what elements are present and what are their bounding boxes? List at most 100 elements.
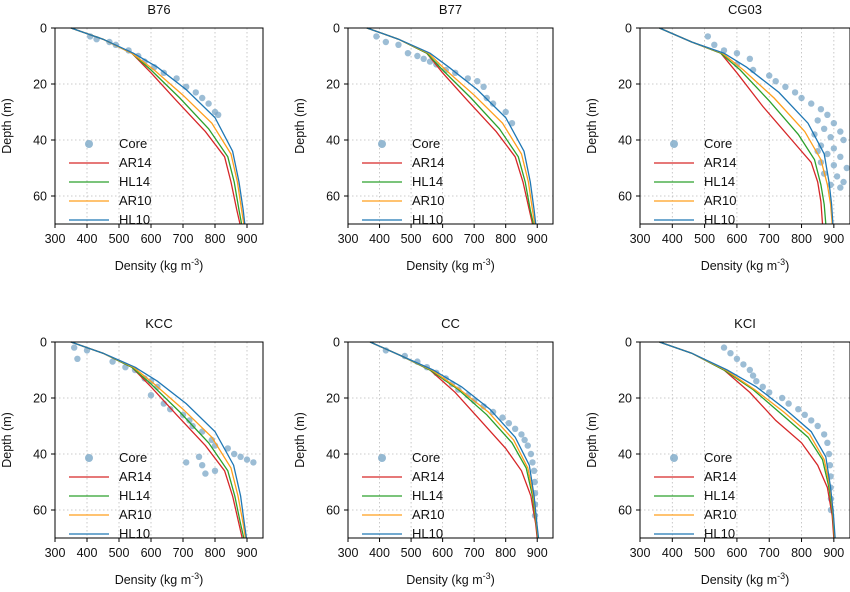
y-tick-label: 20 [618,78,632,92]
legend: Core AR14 HL14 AR10 HL10 [362,136,445,227]
core-point [824,439,831,446]
series-line-hl10 [70,341,248,539]
legend-core-marker [85,140,93,148]
plot-frame [347,27,554,225]
x-axis-label: Density (kg m-3) [406,571,495,587]
core-point [489,100,497,107]
series-line-hl10 [70,27,246,225]
panel-cg03: 300 400 500 600 700 800 900 0 20 40 60 CG03 Depth (m… [585,2,850,273]
x-tick-label: 500 [109,232,130,246]
chart-title: B76 [147,2,170,17]
x-tick-label: 600 [432,232,453,246]
series-line-hl10 [659,341,836,539]
x-axis-label-sup: -3 [191,257,199,267]
core-point [195,453,203,460]
x-axis-label-end: ) [199,259,203,273]
core-point [480,83,487,91]
y-tick-label: 20 [33,78,47,92]
legend-label: Core [704,136,732,151]
core-point [759,383,766,390]
x-tick-label: 500 [109,546,130,560]
legend-label: HL10 [119,212,150,227]
legend-label: HL10 [412,526,443,541]
core-point [817,106,825,113]
series-line-hl14 [70,341,245,539]
core-point [766,389,773,396]
legend-label: AR14 [412,469,445,484]
y-tick-label: 20 [326,78,340,92]
core-point [746,366,754,374]
legend-label: Core [704,450,732,465]
panel-cc: 300 400 500 600 700 800 900 0 20 40 60 CC Depth (m) D… [293,316,554,587]
core-point [827,134,834,141]
x-tick-label: 300 [630,232,651,246]
y-tick-label: 0 [625,22,632,36]
x-tick-label: 400 [369,232,390,246]
legend-label: AR10 [119,507,152,522]
panel-b76: 300 400 500 600 700 800 900 0 20 40 60 B76 Depth (m)… [0,2,264,273]
y-tick-label: 60 [618,190,632,204]
x-tick-label: 900 [823,232,844,246]
x-tick-label: 700 [173,232,194,246]
core-point [837,128,844,135]
y-axis-label: Depth (m) [0,412,14,468]
legend-label: HL14 [412,488,443,503]
x-tick-label: 400 [77,232,98,246]
y-tick-label: 0 [40,22,47,36]
x-axis-label-end: ) [199,573,203,587]
chart-title: CG03 [728,2,762,17]
core-point [483,94,490,102]
legend-label: AR10 [704,193,737,208]
series-line-ar14 [659,341,835,539]
core-point [795,406,802,413]
core-point [474,78,481,85]
core-point [205,100,212,107]
legend-label: HL14 [704,488,735,503]
legend: Core AR14 HL14 AR10 HL10 [69,450,152,541]
core-point [808,417,815,424]
panel-kcc: 300 400 500 600 700 800 900 0 20 40 60 KCC Depth (m)… [0,316,264,587]
y-axis-label: Depth (m) [585,98,599,154]
x-tick-label: 700 [759,546,780,560]
core-point [814,148,821,155]
legend: Core AR14 HL14 AR10 HL10 [69,136,152,227]
core-point [373,33,380,40]
core-point [830,162,838,169]
x-tick-label: 300 [338,546,359,560]
y-tick-label: 40 [326,134,340,148]
series-line-ar14 [70,341,243,539]
x-axis-label-main: Density (kg m [115,573,191,587]
y-tick-label: 20 [33,392,47,406]
core-point [192,89,199,96]
x-tick-label: 700 [173,546,194,560]
core-point [833,173,841,180]
x-axis-label-end: ) [785,573,789,587]
core-point [531,478,538,486]
x-tick-label: 700 [464,546,485,560]
y-axis-label: Depth (m) [585,412,599,468]
x-axis-label-end: ) [491,573,495,587]
y-tick-label: 20 [326,392,340,406]
x-tick-label: 700 [759,232,780,246]
legend-label: HL14 [119,174,150,189]
x-tick-label: 900 [237,546,258,560]
x-tick-label: 700 [464,232,485,246]
core-point [720,344,728,351]
y-tick-label: 0 [625,336,632,350]
core-point [766,72,773,79]
legend-label: HL14 [704,174,735,189]
x-tick-label: 300 [630,546,651,560]
x-axis-label: Density (kg m-3) [115,257,204,273]
y-axis-label: Depth (m) [293,412,307,468]
core-point [840,178,847,186]
y-tick-label: 0 [333,22,340,36]
legend-label: HL10 [704,212,735,227]
x-tick-label: 400 [77,546,98,560]
x-axis-label-sup: -3 [777,571,785,581]
core-point [733,50,741,57]
x-tick-label: 900 [527,546,548,560]
plot-frame [347,341,554,539]
core-point [837,184,844,191]
x-axis-label: Density (kg m-3) [701,571,790,587]
